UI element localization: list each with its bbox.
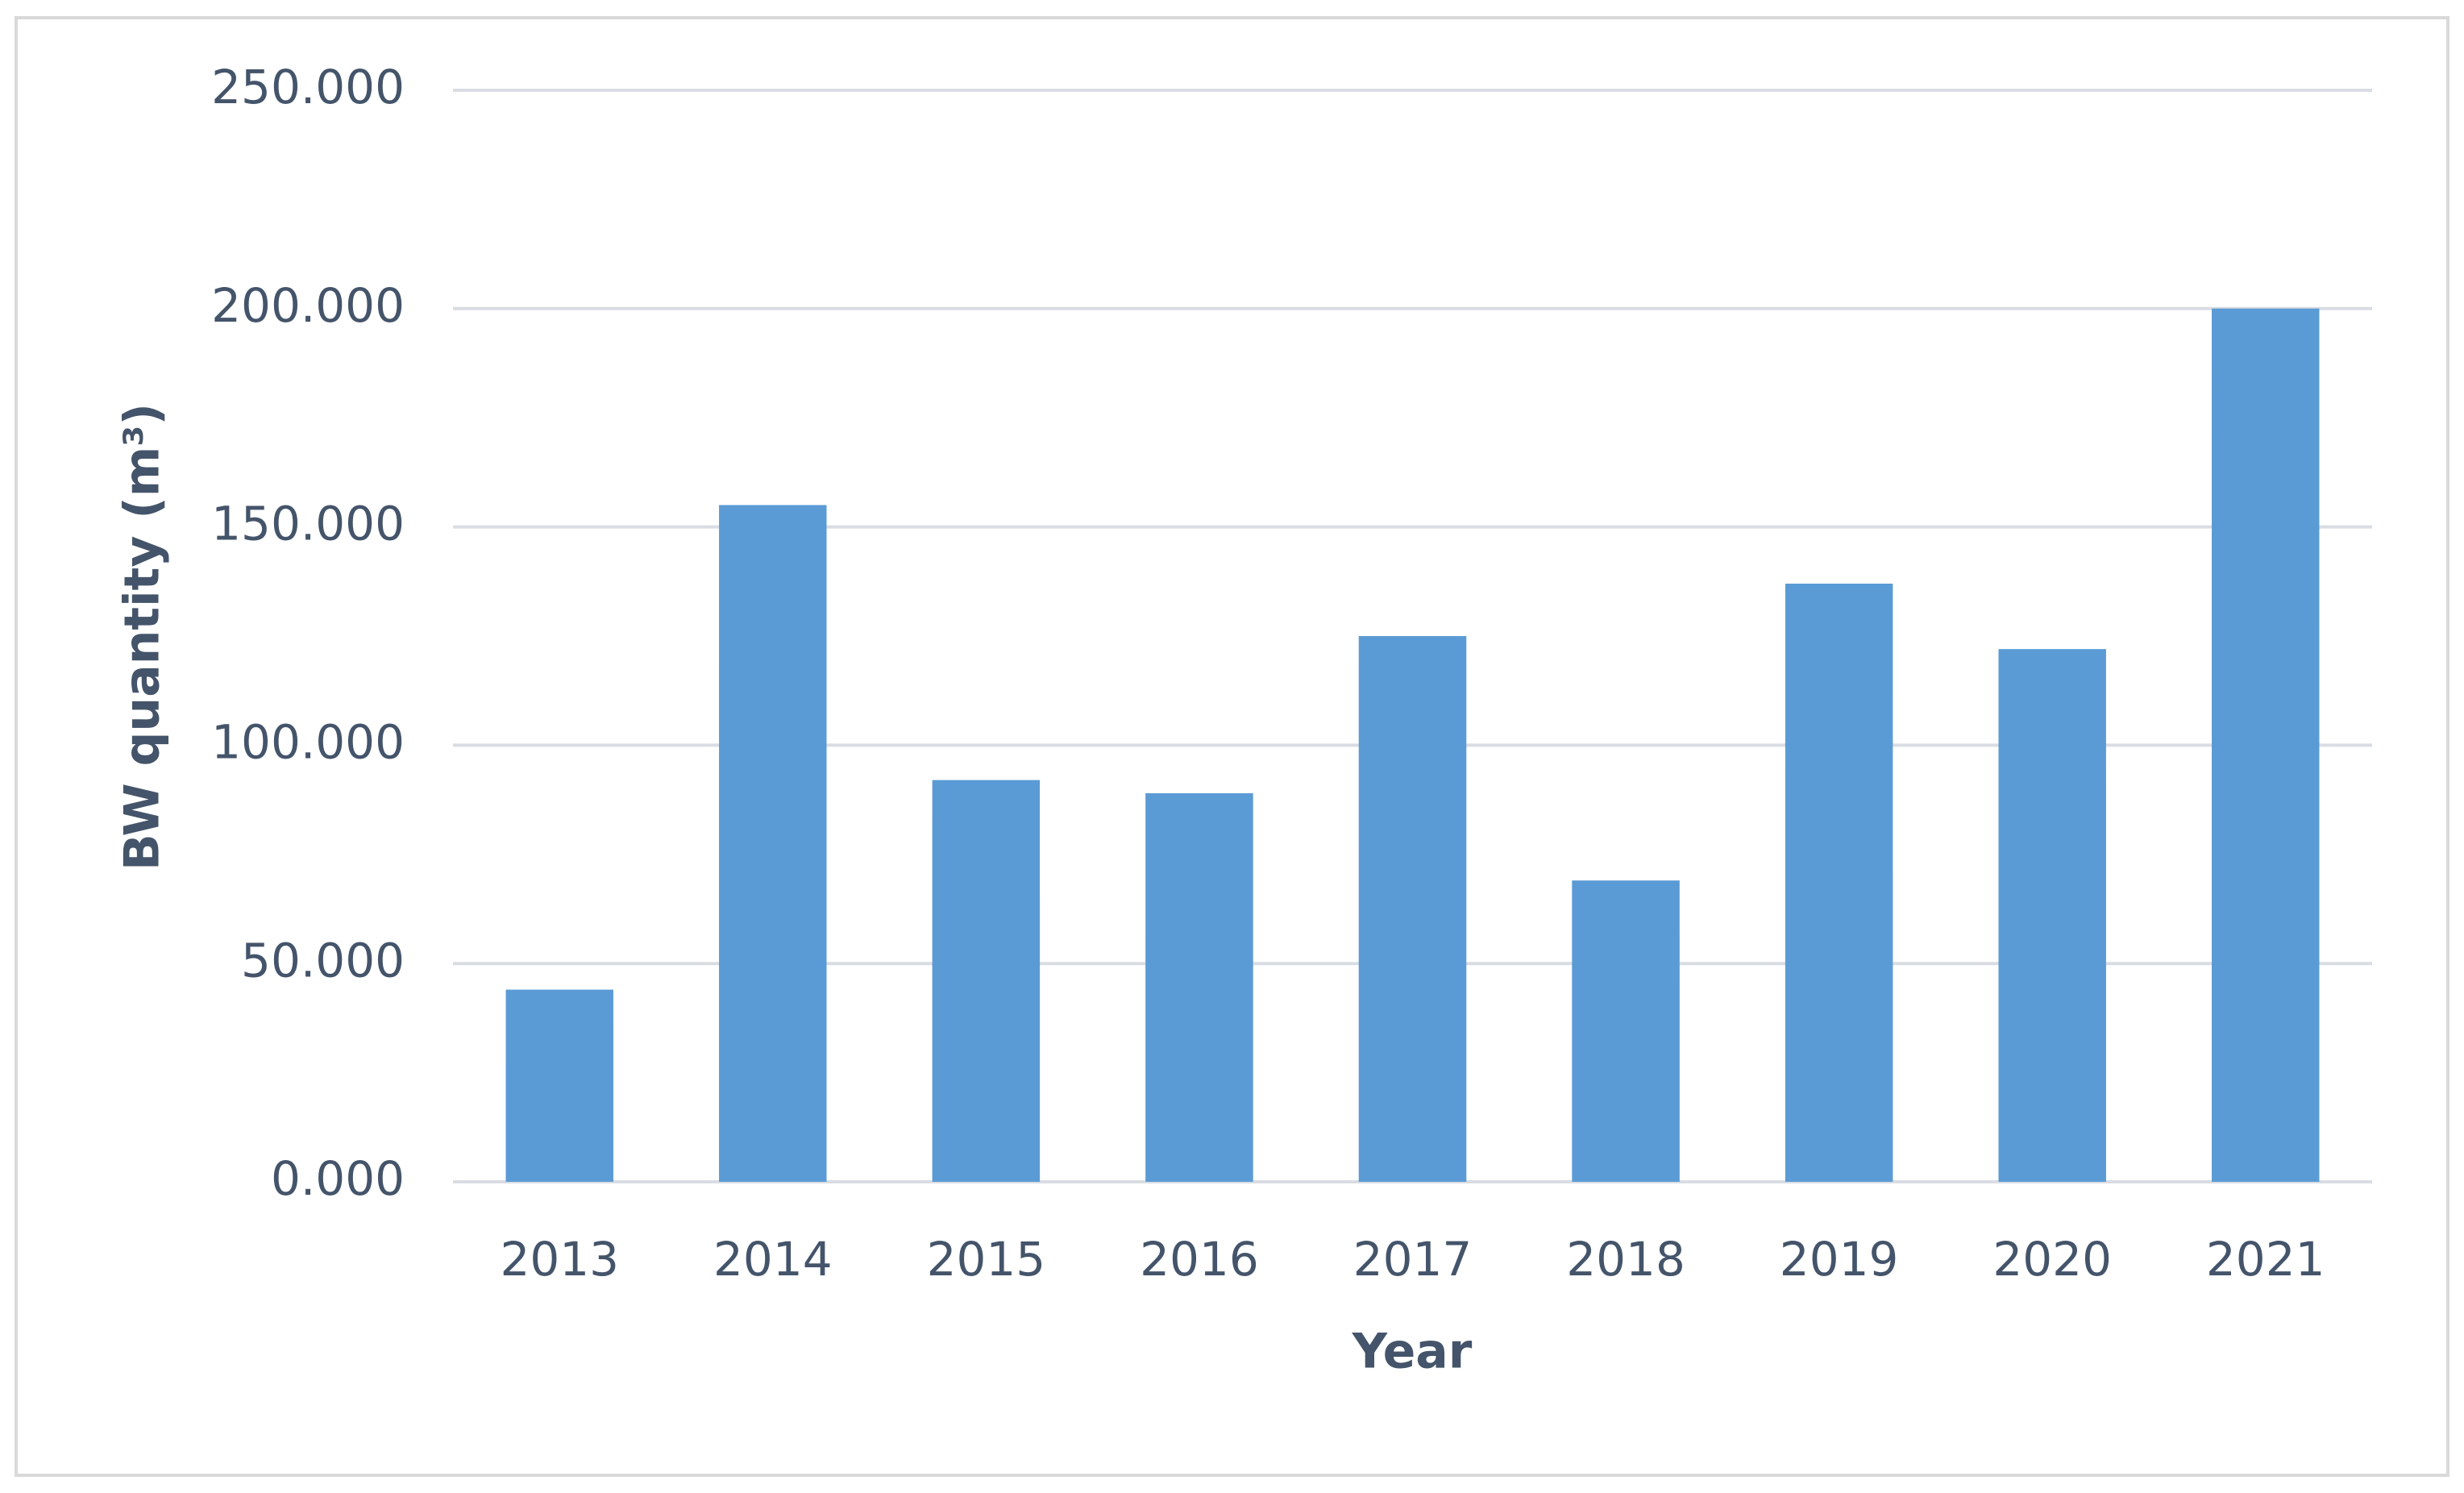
y-tick-label: 100.000 [211, 715, 405, 770]
x-tick-label: 2020 [1992, 1232, 2112, 1287]
bar [719, 505, 827, 1182]
y-axis-title: BW quantity (m³) [114, 403, 171, 871]
x-tick-label: 2017 [1353, 1232, 1473, 1287]
y-tick-label: 200.000 [211, 278, 405, 333]
bar [1998, 649, 2106, 1182]
x-tick-label: 2013 [500, 1232, 619, 1287]
bar [505, 989, 613, 1182]
y-tick-label: 50.000 [241, 933, 405, 988]
y-tick-label: 0.000 [271, 1151, 405, 1206]
bar [1358, 636, 1467, 1182]
x-tick-label: 2019 [1780, 1232, 1899, 1287]
bar [2212, 308, 2320, 1182]
x-tick-label: 2015 [927, 1232, 1046, 1287]
bar [1145, 792, 1253, 1182]
x-axis-title: Year [1352, 1324, 1473, 1380]
bar [1785, 584, 1893, 1182]
bar [1572, 880, 1680, 1182]
x-tick-label: 2018 [1566, 1232, 1685, 1287]
bar [932, 780, 1041, 1182]
y-tick-label: 250.000 [211, 60, 405, 114]
x-tick-label: 2014 [713, 1232, 833, 1287]
x-tick-label: 2016 [1140, 1232, 1259, 1287]
y-tick-label: 150.000 [211, 497, 405, 551]
x-tick-label: 2021 [2206, 1232, 2325, 1287]
